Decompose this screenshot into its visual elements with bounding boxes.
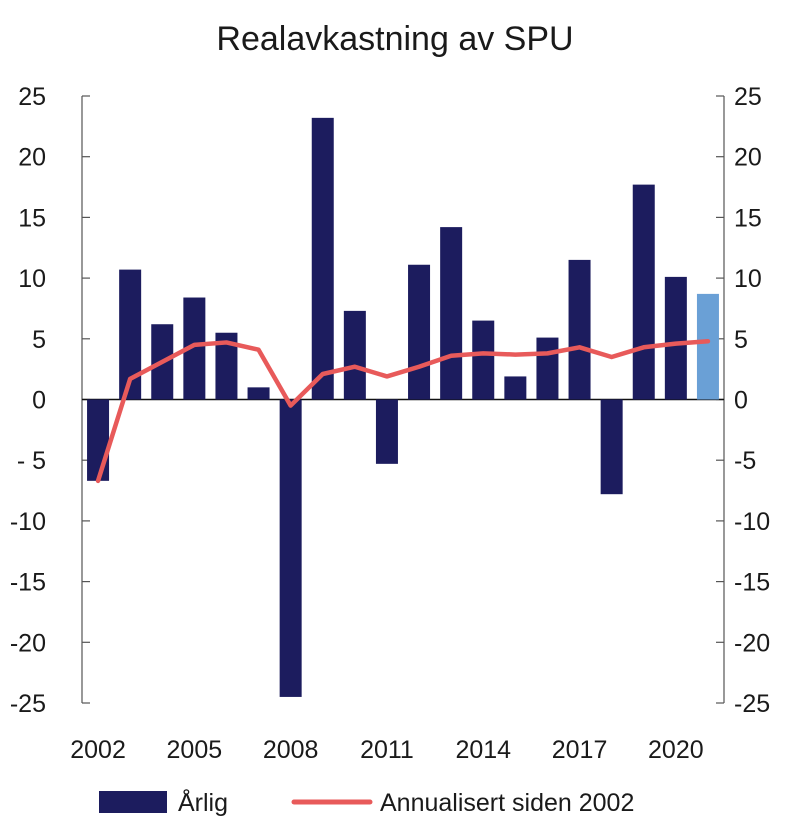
x-tick-label: 2020 <box>648 736 704 764</box>
bar-2009 <box>311 117 334 400</box>
y-tick-label-left: -15 <box>10 569 46 597</box>
x-tick-label: 2011 <box>360 736 414 764</box>
y-tick-label-left: 15 <box>18 204 46 232</box>
y-tick-label-left: 0 <box>32 387 46 415</box>
bar-2018 <box>600 399 623 495</box>
y-tick-label-right: -20 <box>734 629 770 657</box>
legend-label-annualisert: Annualisert siden 2002 <box>380 789 634 817</box>
bar-2002 <box>87 399 110 481</box>
y-tick-label-right: 10 <box>734 265 762 293</box>
y-tick-label-left: 25 <box>18 83 46 111</box>
x-tick-label: 2008 <box>263 736 319 764</box>
line-annualisert <box>95 338 711 484</box>
bar-2021 <box>696 293 719 400</box>
bar-2014 <box>472 320 495 400</box>
bar-series <box>87 117 719 697</box>
bar-2013 <box>440 227 463 400</box>
bar-2007 <box>247 387 270 400</box>
y-tick-label-left: 10 <box>18 265 46 293</box>
chart-title: Realavkastning av SPU <box>216 20 573 58</box>
x-tick-label: 2017 <box>552 736 608 764</box>
y-tick-label-right: 15 <box>734 204 762 232</box>
bar-2019 <box>632 184 655 400</box>
x-tick-label: 2014 <box>455 736 511 764</box>
bar-2008 <box>279 399 302 697</box>
y-tick-label-left: -25 <box>10 690 46 718</box>
bar-2005 <box>183 297 206 400</box>
legend-label-arlig: Årlig <box>178 787 228 817</box>
bar-2015 <box>504 376 527 400</box>
bar-2016 <box>536 337 559 400</box>
bar-2010 <box>343 310 366 400</box>
bar-2003 <box>119 269 142 400</box>
y-tick-label-right: -5 <box>734 447 756 475</box>
y-tick-label-left: -10 <box>10 508 46 536</box>
y-tick-label-right: 20 <box>734 144 762 172</box>
y-tick-label-right: 0 <box>734 387 748 415</box>
y-tick-label-right: -15 <box>734 569 770 597</box>
y-tick-label-right: -25 <box>734 690 770 718</box>
x-tick-label: 2002 <box>70 736 126 764</box>
legend: Årlig Annualisert siden 2002 <box>99 787 634 817</box>
y-tick-label-right: 5 <box>734 326 748 354</box>
bar-2006 <box>215 332 238 400</box>
y-tick-label-left: 5 <box>32 326 46 354</box>
bar-2020 <box>664 276 687 400</box>
x-tick-label: 2005 <box>167 736 223 764</box>
bar-2012 <box>408 264 431 400</box>
bar-2011 <box>375 399 398 464</box>
legend-swatch-arlig <box>99 791 167 813</box>
y-tick-label-left: -20 <box>10 629 46 657</box>
line-series <box>95 338 711 484</box>
y-tick-label-left: 20 <box>18 144 46 172</box>
bar-2017 <box>568 259 591 400</box>
y-tick-label-right: -10 <box>734 508 770 536</box>
y-tick-label-right: 25 <box>734 83 762 111</box>
y-tick-label-left: - 5 <box>17 447 46 475</box>
